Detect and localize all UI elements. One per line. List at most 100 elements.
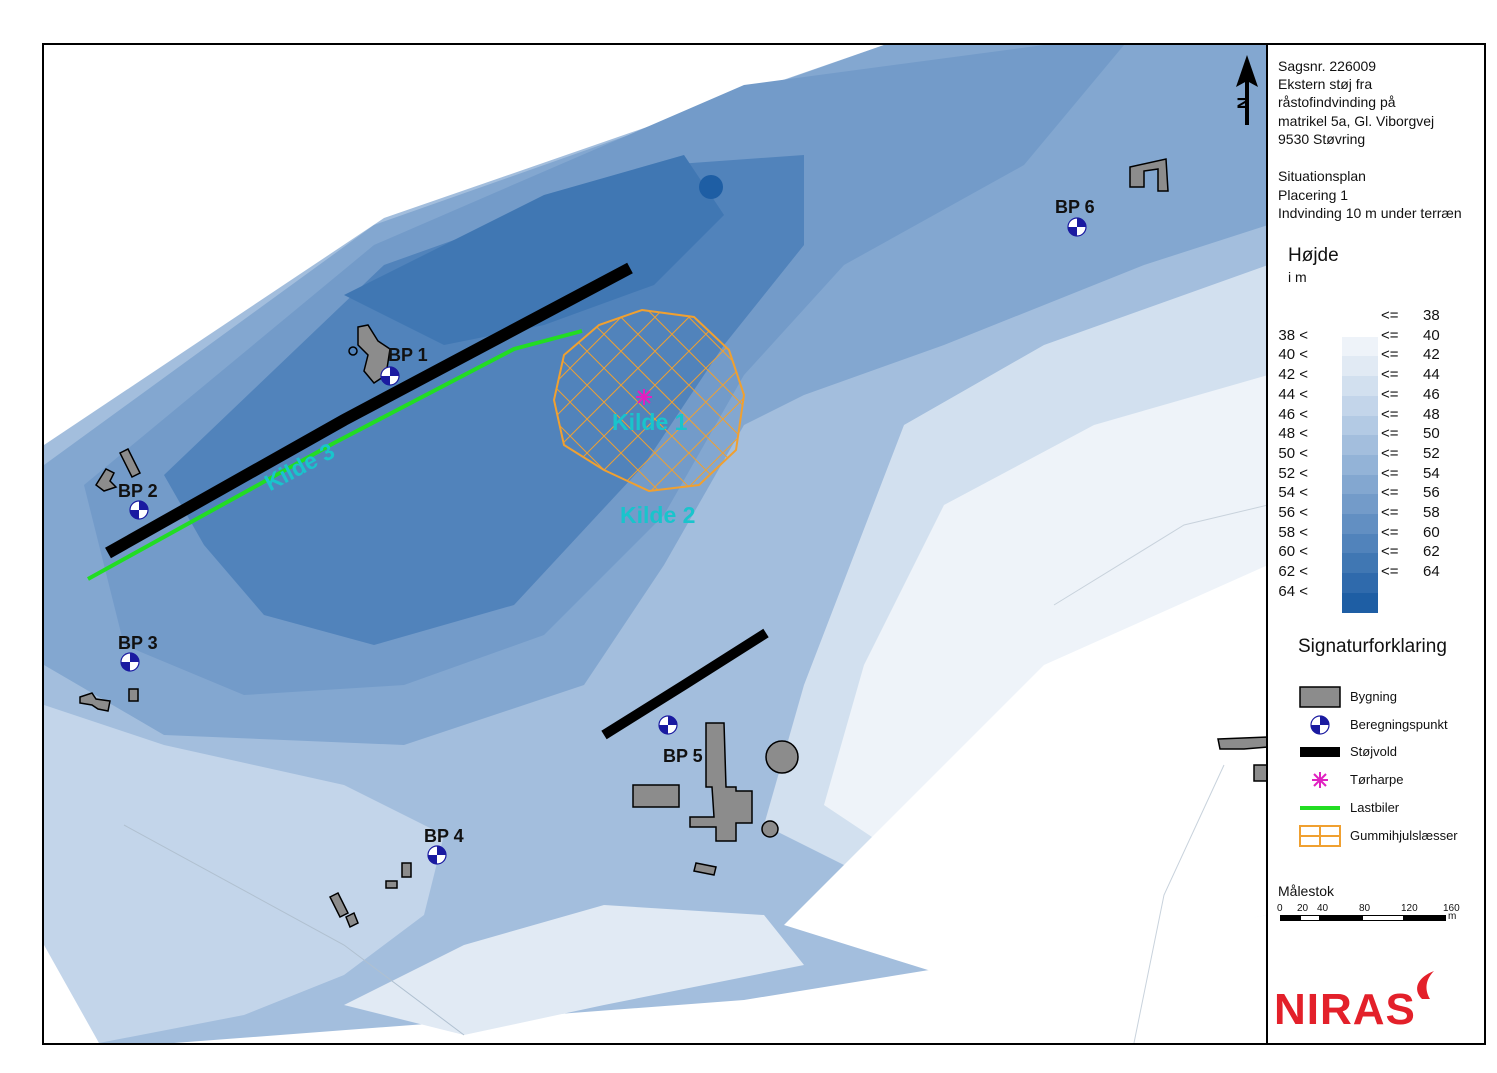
height-swatch (1342, 533, 1378, 554)
scale-tick: 0 (1277, 903, 1283, 914)
height-zone (344, 155, 724, 345)
logo-swoosh-icon (1417, 971, 1434, 999)
height-hi: 38 (1423, 307, 1440, 324)
height-hi: 42 (1423, 346, 1440, 364)
signatur-label: Støjvold (1350, 744, 1397, 760)
height-le: <= (1381, 346, 1399, 364)
height-le: <= (1381, 307, 1399, 324)
scale-tick: 80 (1359, 903, 1371, 914)
height-le: <= (1381, 563, 1399, 581)
scale-segment (1280, 915, 1300, 921)
height-swatch (1342, 317, 1378, 337)
scale-tick: 40 (1317, 903, 1329, 914)
height-le: <= (1381, 523, 1399, 541)
hatched-area-icon (1299, 824, 1341, 847)
height-swatch (1342, 514, 1378, 534)
height-swatch (1342, 415, 1378, 436)
bp6-label: BP 6 (1055, 197, 1095, 217)
height-le: <= (1381, 464, 1399, 482)
calc-point-marker[interactable] (129, 500, 149, 520)
noise-wall-icon (1300, 747, 1340, 758)
height-swatch (1342, 494, 1378, 515)
torharpe-asterisk[interactable] (636, 389, 652, 405)
building-swatch-icon (1299, 686, 1341, 708)
height-hi: 60 (1423, 523, 1440, 541)
calc-point-marker[interactable] (380, 366, 400, 386)
bp5-label: BP 5 (663, 746, 703, 766)
height-lo: 56 < (1278, 504, 1308, 521)
height-le: <= (1381, 405, 1399, 423)
height-row: 38 < <= 40 (1268, 327, 1468, 346)
height-swatch (1342, 376, 1378, 397)
scale-segment (1362, 915, 1404, 921)
calc-point-marker[interactable] (1067, 217, 1087, 237)
height-hi: 46 (1423, 385, 1440, 403)
building (118, 447, 142, 479)
meta-line: Ekstern støj fra (1278, 76, 1373, 92)
building (689, 722, 753, 842)
building (1253, 764, 1268, 782)
calc-points (120, 217, 1087, 865)
height-row: 52 < <= 54 (1268, 465, 1468, 484)
niras-logo: NIRAS (1274, 971, 1478, 1034)
height-row: 60 < <= 62 (1268, 543, 1468, 562)
building (632, 784, 680, 808)
loader-area[interactable] (552, 308, 746, 493)
height-lo: 54 < (1278, 484, 1308, 502)
scale-unit: m (1448, 911, 1457, 922)
height-swatch (1342, 356, 1378, 377)
road-line (123, 824, 465, 1036)
height-swatch (1342, 435, 1378, 456)
calc-point-marker[interactable] (120, 652, 140, 672)
height-le: <= (1381, 484, 1399, 502)
height-hi: 40 (1423, 326, 1440, 344)
building (1217, 736, 1268, 750)
building (328, 891, 350, 919)
building (761, 820, 779, 838)
height-hi: 50 (1423, 425, 1440, 443)
height-row: 48 < <= 50 (1268, 425, 1468, 444)
height-lo: 38 < (1278, 326, 1308, 344)
building (765, 740, 799, 774)
noise-wall-north (105, 262, 633, 559)
legend-panel: Sagsnr. 226009 Ekstern støj fra råstofin… (1266, 43, 1486, 1045)
scale-segment (1320, 915, 1362, 921)
height-swatch (1342, 573, 1378, 594)
map-panel[interactable]: BP 1 BP 2 BP 3 BP 4 BP 5 BP 6 Kilde 1 Ki… (42, 43, 1268, 1045)
height-le: <= (1381, 504, 1399, 521)
height-legend-unit: i m (1288, 269, 1307, 285)
truck-line-icon (1300, 805, 1340, 810)
height-hi: 54 (1423, 464, 1440, 482)
height-row: 58 < <= 60 (1268, 524, 1468, 543)
signatur-row: Bygning (1298, 685, 1488, 709)
north-arrow-icon (1236, 55, 1258, 125)
height-row: 40 < <= 42 (1268, 346, 1468, 365)
signatur-row: Beregningspunkt (1298, 713, 1488, 737)
height-row: 50 < <= 52 (1268, 445, 1468, 464)
kilde1-label: Kilde 1 (612, 409, 688, 435)
height-row: 62 < <= 64 (1268, 563, 1468, 582)
signatur-label: Tørharpe (1350, 772, 1404, 788)
height-lo: 62 < (1278, 563, 1308, 581)
signatur-label: Gummihjulslæsser (1350, 827, 1458, 843)
calc-point-marker[interactable] (427, 845, 447, 865)
north-label: N (1234, 96, 1254, 110)
height-row: <= 38 (1268, 307, 1468, 326)
height-hi: 64 (1423, 563, 1440, 581)
north-arrow: N (1234, 55, 1260, 129)
terrain-map (44, 45, 1268, 1043)
height-hi: 44 (1423, 366, 1440, 384)
truck-route (87, 329, 583, 581)
scale-title: Målestok (1278, 883, 1335, 899)
height-lo: 60 < (1278, 543, 1308, 561)
height-swatch (1342, 592, 1378, 613)
calc-point-marker[interactable] (658, 715, 678, 735)
height-row: 42 < <= 44 (1268, 366, 1468, 385)
road-line (1053, 504, 1268, 606)
height-zone (44, 705, 444, 1043)
height-lo: 52 < (1278, 464, 1308, 482)
meta-line: matrikel 5a, Gl. Viborgvej (1278, 113, 1435, 129)
height-lo: 64 < (1278, 582, 1308, 600)
signatur-label: Lastbiler (1350, 799, 1400, 815)
buildings (79, 158, 1268, 929)
